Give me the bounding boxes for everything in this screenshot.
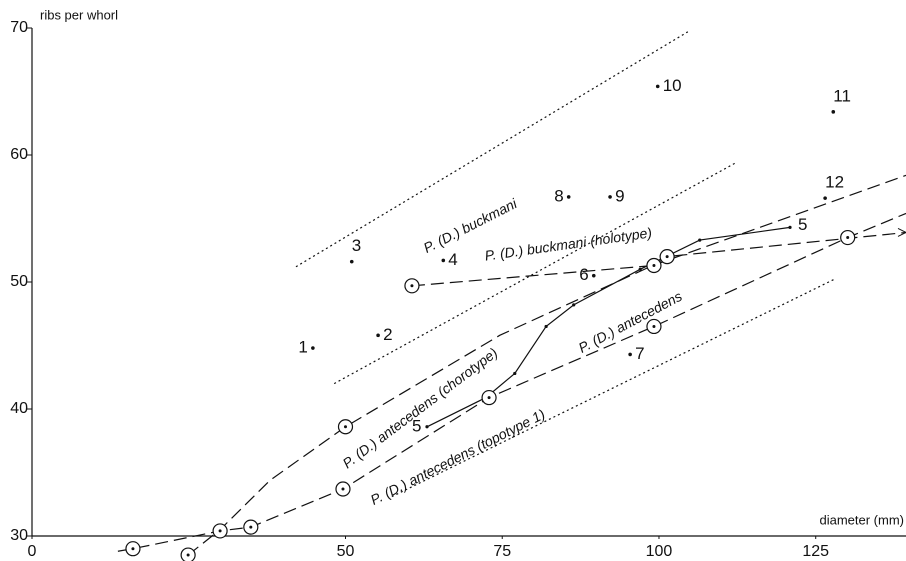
ring-dot <box>665 255 669 259</box>
point-label: 11 <box>833 86 851 105</box>
ring-dot <box>652 263 656 267</box>
series-label: 5 <box>798 215 807 234</box>
ring-dot <box>131 547 135 551</box>
point-label: 2 <box>383 325 392 344</box>
x-tick-label: 100 <box>646 543 673 560</box>
ring-dot <box>249 525 253 529</box>
vertex <box>425 425 429 429</box>
point-label: 6 <box>579 265 588 284</box>
ring-dot <box>846 236 850 240</box>
series-label: 5 <box>412 416 421 435</box>
ring-dot <box>343 425 347 429</box>
arrow-head <box>897 228 906 237</box>
vertex <box>572 303 576 307</box>
point-label: 4 <box>448 250 457 269</box>
curve <box>411 231 906 287</box>
vertex <box>698 238 702 242</box>
point-label: 7 <box>635 344 644 363</box>
data-point <box>566 195 571 199</box>
x-tick-label: 125 <box>802 543 829 560</box>
x-axis-label: diameter (mm) <box>819 512 904 527</box>
curve <box>391 278 835 498</box>
x-tick-label: 75 <box>493 543 511 560</box>
curve <box>117 212 906 552</box>
data-point <box>349 259 354 264</box>
annotation: P. (D.) antecedens <box>576 288 685 356</box>
ring-dot <box>652 324 656 328</box>
x-tick-label: 0 <box>28 543 37 560</box>
vertex <box>513 371 517 376</box>
annotation: P. (D.) buckmani (holotype) <box>484 224 653 263</box>
data-point <box>823 196 827 200</box>
ring-dot <box>487 396 491 400</box>
y-tick-label: 40 <box>10 400 28 417</box>
data-point <box>831 110 836 114</box>
y-tick-label: 50 <box>10 273 28 290</box>
ring-dot <box>186 553 190 557</box>
curve <box>333 162 737 385</box>
data-point <box>628 352 632 357</box>
y-tick-label: 70 <box>10 19 28 36</box>
ring-dot <box>410 284 414 288</box>
y-axis-label: ribs per whorl <box>40 7 118 22</box>
ring-dot <box>341 487 345 491</box>
point-label: 8 <box>554 186 563 205</box>
vertex <box>638 267 642 271</box>
data-point <box>591 273 596 278</box>
data-point <box>376 333 380 338</box>
ring-dot <box>218 529 222 533</box>
data-point <box>608 195 612 199</box>
vertex <box>544 324 548 329</box>
point-label: 10 <box>663 76 682 95</box>
point-label: 1 <box>298 338 307 357</box>
y-tick-label: 60 <box>10 146 28 163</box>
curve <box>295 31 689 268</box>
x-tick-label: 50 <box>337 543 355 560</box>
data-point <box>311 346 315 350</box>
data-point <box>655 84 660 89</box>
point-label: 9 <box>615 186 624 205</box>
y-tick-label: 30 <box>10 527 28 544</box>
vertex <box>788 225 792 229</box>
point-label: 3 <box>352 236 361 255</box>
point-label: 12 <box>825 173 844 192</box>
data-point <box>441 258 446 263</box>
